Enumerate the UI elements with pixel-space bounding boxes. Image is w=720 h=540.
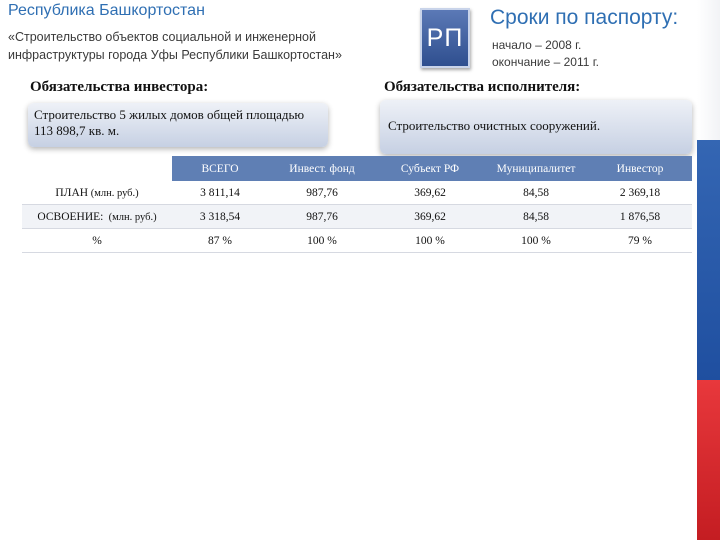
investor-obligation-text: Строительство 5 жилых домов общей площад… [34,107,305,138]
table-cell: 87 % [172,228,268,253]
column-header: Инвест. фонд [268,156,376,181]
region-title: Республика Башкортостан [8,2,205,19]
executor-heading: Обязательства исполнителя: [384,79,581,95]
project-subtitle: «Строительство объектов социальной и инж… [8,30,342,62]
table-cell: 100 % [484,228,588,253]
column-header: ВСЕГО [172,156,268,181]
table-cell: 2 369,18 [588,181,692,205]
column-header: Субъект РФ [376,156,484,181]
flag-decoration [697,0,720,540]
row-label: ОСВОЕНИЕ: (млн. руб.) [22,204,172,229]
executor-obligation-box: Строительство очистных сооружений. [380,100,692,154]
table-cell: 100 % [268,228,376,253]
table-row-percent: % 87 % 100 % 100 % 100 % 79 % [22,228,692,253]
table-cell: 1 876,58 [588,204,692,229]
table-cell: 84,58 [484,181,588,205]
table-row-progress: ОСВОЕНИЕ: (млн. руб.) 3 318,54 987,76 36… [22,204,692,229]
row-label-text: ОСВОЕНИЕ: [37,210,104,223]
column-header: Инвестор [588,156,692,181]
column-header: Муниципалитет [484,156,588,181]
table-cell: 369,62 [376,204,484,229]
row-label: ПЛАН (млн. руб.) [22,181,172,205]
rp-badge: РП [420,8,470,68]
table-cell: 987,76 [268,204,376,229]
executor-obligation-text: Строительство очистных сооружений. [388,118,601,133]
deadline-title: Сроки по паспорту: [490,6,679,29]
deadline-start: начало – 2008 г. [492,38,582,52]
investor-heading: Обязательства инвестора: [30,79,209,95]
investor-obligation-box: Строительство 5 жилых домов общей площад… [28,103,328,147]
table-cell: 3 811,14 [172,181,268,205]
table-cell: 100 % [376,228,484,253]
table-header-row: ВСЕГО Инвест. фонд Субъект РФ Муниципали… [22,156,692,181]
row-label: % [22,228,172,253]
funding-table: ВСЕГО Инвест. фонд Субъект РФ Муниципали… [22,156,692,253]
table-header-blank [22,156,172,181]
table-cell: 987,76 [268,181,376,205]
table-cell: 79 % [588,228,692,253]
deadline-end: окончание – 2011 г. [492,55,600,69]
table-cell: 3 318,54 [172,204,268,229]
table-row-plan: ПЛАН (млн. руб.) 3 811,14 987,76 369,62 … [22,181,692,205]
row-label-unit: (млн. руб.) [103,211,157,223]
table-cell: 84,58 [484,204,588,229]
row-label-unit: (млн. руб.) [88,187,139,199]
row-label-text: ПЛАН [55,186,89,199]
row-label-text: % [92,234,102,247]
table-cell: 369,62 [376,181,484,205]
